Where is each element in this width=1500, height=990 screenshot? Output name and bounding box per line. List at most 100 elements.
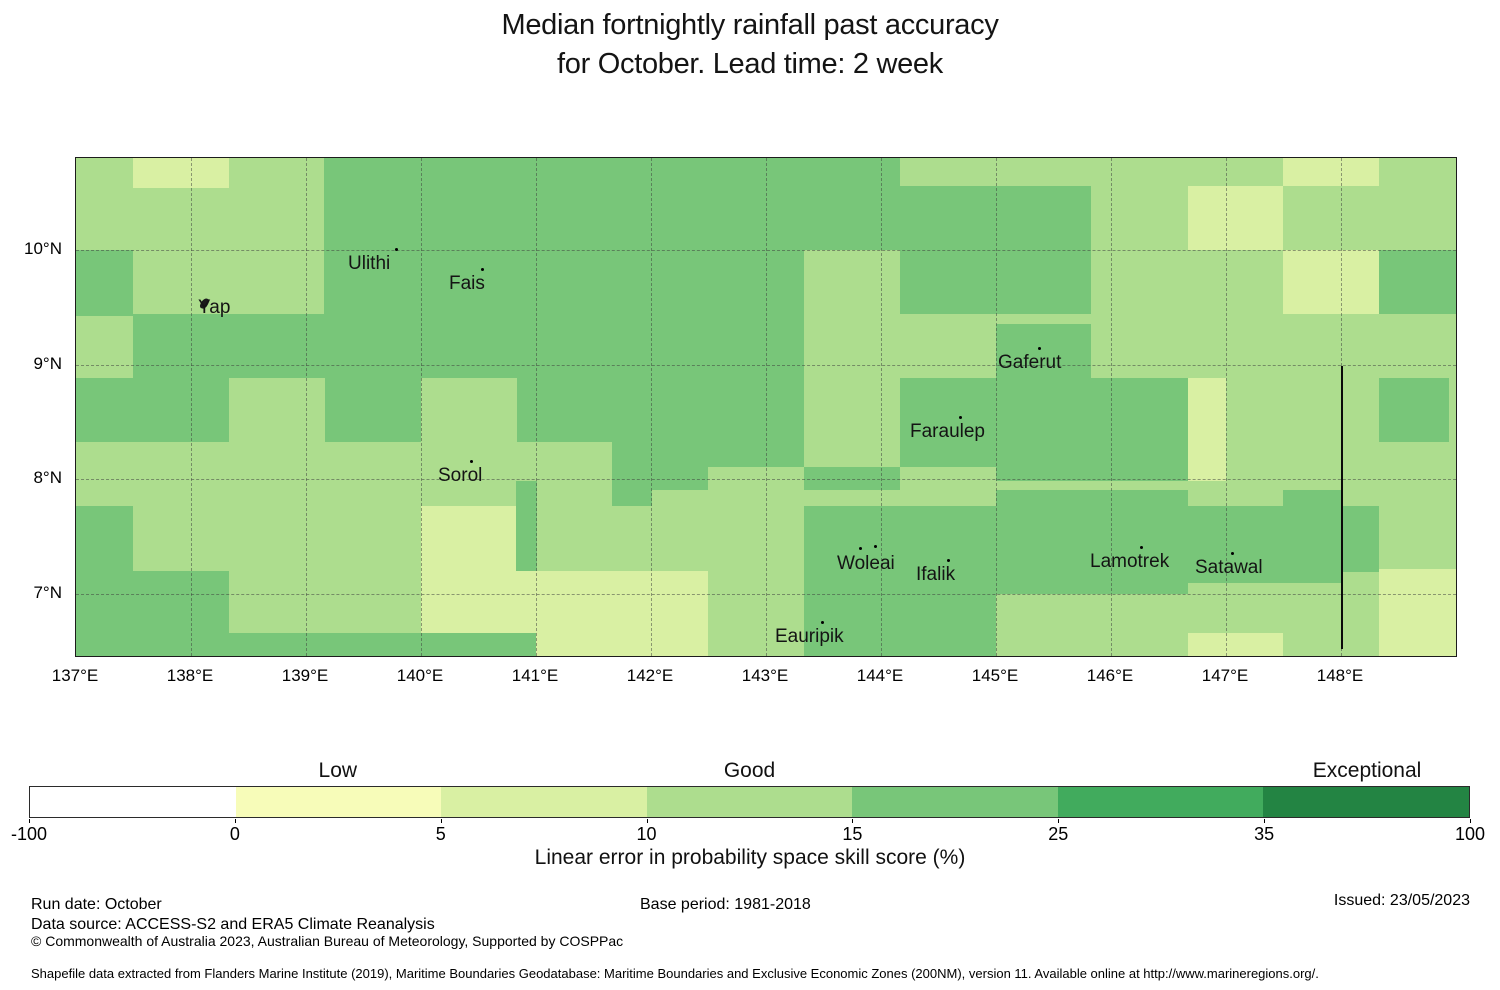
colorbar-segment (646, 787, 853, 817)
colorbar-tick-label: 10 (636, 824, 657, 844)
island-label: Yap (198, 297, 231, 318)
heatmap-cell (421, 506, 516, 571)
colorbar-tick-label: 35 (1254, 824, 1275, 844)
x-axis-tick-label: 148°E (1316, 666, 1364, 685)
y-axis-tick-label: 7°N (33, 583, 62, 602)
gridline-parallel (76, 250, 1456, 251)
colorbar-segment (1057, 787, 1264, 817)
colorbar-tick-mark (852, 819, 854, 823)
heatmap-cell (804, 467, 900, 490)
heatmap-cell (76, 378, 133, 442)
island-label: Eauripik (775, 626, 844, 647)
heatmap-cell (76, 250, 133, 316)
footer-issued: Issued: 23/05/2023 (1333, 892, 1470, 909)
heatmap-cell (324, 250, 804, 314)
colorbar-tick-mark (1470, 819, 1471, 823)
heatmap-cell (1283, 158, 1379, 186)
heatmap-cell (1283, 250, 1379, 314)
x-axis-tick-label: 137°E (51, 666, 99, 685)
heatmap-cell (517, 378, 613, 442)
heatmap-cell (1379, 250, 1456, 314)
gridline-meridian (996, 158, 997, 656)
colorbar-segment (1263, 787, 1470, 817)
heatmap-cell (229, 633, 536, 656)
gridline-meridian (766, 158, 767, 656)
gridline-meridian (651, 158, 652, 656)
map-plot-area: Yap Ulithi Fais Gaferut Faraulep Sorol Woleai I… (75, 157, 1457, 657)
footer-base-period: Base period: 1981-2018 (640, 896, 811, 913)
island-label: Ulithi (348, 253, 391, 274)
colorbar-tick-mark (646, 819, 648, 823)
island-label: Woleai (837, 553, 895, 574)
heatmap-cell (996, 324, 1091, 481)
heatmap-cell (133, 158, 229, 188)
colorbar-tick-label: 25 (1048, 824, 1069, 844)
island-marker-dot (821, 621, 824, 624)
x-axis-tick-label: 143°E (741, 666, 789, 685)
heatmap-cell (325, 378, 421, 442)
colorbar-segment (852, 787, 1058, 817)
colorbar-segment (30, 787, 236, 817)
x-axis-tick-label: 142°E (626, 666, 674, 685)
heatmap-cell (900, 378, 996, 467)
gridline-parallel (76, 479, 1456, 480)
heatmap-cell (996, 490, 1091, 594)
gridline-meridian (536, 158, 537, 656)
island-marker-dot (470, 460, 473, 463)
island-label: Ifalik (916, 564, 956, 585)
eez-boundary-line (1341, 366, 1343, 649)
gridline-parallel (76, 594, 1456, 595)
gridline-meridian (1226, 158, 1227, 656)
x-axis-tick-label: 146°E (1086, 666, 1134, 685)
island-label: Gaferut (998, 352, 1062, 373)
colorbar-tick-mark (1058, 819, 1060, 823)
island-label: Faraulep (910, 421, 985, 442)
chart-title-line1: Median fortnightly rainfall past accurac… (501, 9, 999, 41)
heatmap-cell (1188, 378, 1226, 481)
heatmap-cell (1341, 506, 1379, 572)
gridline-meridian (191, 158, 192, 656)
footer-shapefile-attribution: Shapefile data extracted from Flanders M… (31, 966, 1319, 981)
heatmap-cell (1283, 490, 1341, 583)
island-marker-dot (859, 547, 862, 550)
island-marker-dot (874, 545, 877, 548)
heatmap-cell (133, 314, 804, 378)
colorbar-tick-label: 0 (229, 824, 240, 844)
x-axis-tick-label: 140°E (396, 666, 444, 685)
colorbar-tick-label: 15 (842, 824, 863, 844)
heatmap-cell (1188, 186, 1283, 250)
heatmap-cell (324, 158, 900, 250)
heatmap-cell (516, 481, 537, 571)
gridline-meridian (1111, 158, 1112, 656)
island-label: Sorol (438, 465, 483, 486)
heatmap-cell (1379, 569, 1456, 656)
chart-title-line2: for October. Lead time: 2 week (557, 48, 943, 80)
heatmap-cell (1188, 506, 1283, 583)
colorbar-tick-label: -100 (10, 824, 48, 844)
heatmap-cell (76, 506, 133, 656)
island-label: Satawal (1195, 557, 1263, 578)
footer-run-date: Run date: October (31, 896, 162, 913)
gridline-meridian (306, 158, 307, 656)
heatmap-cell (1091, 378, 1188, 481)
x-axis-tick-label: 138°E (166, 666, 214, 685)
x-axis-tick-label: 139°E (281, 666, 329, 685)
heatmap-cell (804, 506, 996, 656)
island-marker-dot (1140, 546, 1143, 549)
colorbar-category-label: Low (318, 759, 358, 782)
colorbar-category-label: Good (723, 759, 776, 782)
colorbar-segment (441, 787, 647, 817)
island-label: Fais (449, 273, 485, 294)
x-axis-tick-label: 144°E (856, 666, 904, 685)
island-marker-dot (947, 559, 950, 562)
colorbar-tick-mark (29, 819, 30, 823)
island-marker-dot (1038, 347, 1041, 350)
colorbar-tick-mark (440, 819, 442, 823)
colorbar-axis-label: Linear error in probability space skill … (534, 846, 966, 869)
gridline-meridian (881, 158, 882, 656)
heatmap-cell (1091, 490, 1188, 594)
colorbar-category-label: Exceptional (1312, 759, 1422, 782)
heatmap-cell (536, 571, 708, 656)
heatmap-cell (421, 571, 536, 633)
